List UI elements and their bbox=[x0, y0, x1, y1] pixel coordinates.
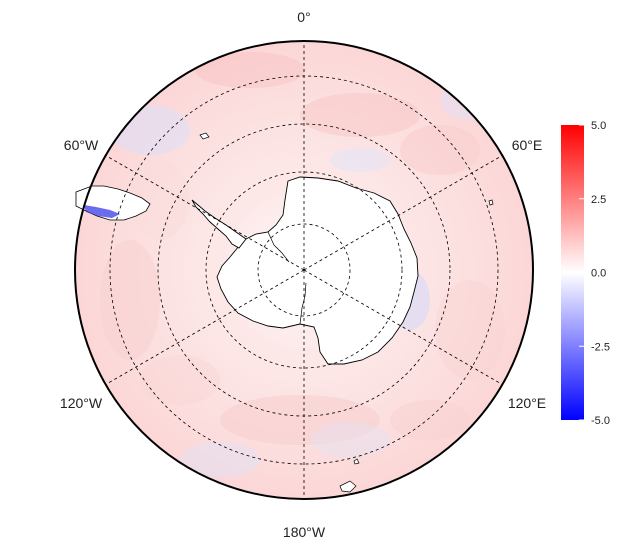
colorbar-tick-label: 0.0 bbox=[591, 268, 606, 280]
anomaly-patch bbox=[100, 240, 160, 360]
anomaly-patch bbox=[300, 93, 420, 137]
anomaly-patch bbox=[330, 148, 390, 172]
longitude-label-120w: 120°W bbox=[60, 395, 103, 411]
latitude-circle bbox=[205, 171, 403, 369]
colorbar-tick-label: -2.5 bbox=[591, 341, 610, 353]
island bbox=[488, 199, 494, 206]
colorbar-tick-label: 2.5 bbox=[591, 194, 606, 206]
anomaly-patch bbox=[140, 355, 220, 405]
anomaly-patch bbox=[390, 400, 470, 440]
ice-shelf-edge bbox=[299, 282, 307, 325]
meridian-line bbox=[303, 155, 503, 271]
anomaly-patch bbox=[180, 442, 260, 478]
antarctic-peninsula bbox=[191, 199, 247, 249]
anomaly-patch bbox=[130, 160, 190, 240]
colorbar-tick-label: 5.0 bbox=[591, 120, 606, 132]
latitude-circle bbox=[257, 223, 351, 317]
map-boundary bbox=[74, 40, 534, 500]
island bbox=[339, 480, 357, 493]
colorbar: 5.0 2.5 0.0 -2.5 -5.0 bbox=[561, 120, 610, 427]
anomaly-patch bbox=[310, 422, 390, 458]
ice-shelf-edge bbox=[267, 231, 290, 263]
longitude-label-180w: 180°W bbox=[283, 524, 326, 540]
longitude-label-60w: 60°W bbox=[64, 137, 99, 153]
south-america-blue-anomaly bbox=[84, 205, 120, 218]
graticule bbox=[105, 41, 503, 499]
island bbox=[199, 132, 210, 140]
island bbox=[353, 458, 360, 465]
longitude-label-60e: 60°E bbox=[512, 137, 543, 153]
colorbar-gradient bbox=[561, 125, 584, 420]
meridian-line bbox=[303, 269, 503, 385]
anomaly-patch bbox=[195, 52, 305, 88]
meridian-line bbox=[105, 269, 305, 385]
meridian-line bbox=[105, 155, 305, 271]
longitude-label-0: 0° bbox=[297, 9, 310, 25]
anomaly-patch bbox=[220, 395, 380, 445]
colorbar-tick-label: -5.0 bbox=[591, 415, 610, 427]
anomaly-patch bbox=[440, 80, 500, 120]
colorbar-ticks: 5.0 2.5 0.0 -2.5 -5.0 bbox=[579, 120, 610, 427]
longitude-label-120e: 120°E bbox=[508, 395, 546, 411]
anomaly-patch bbox=[400, 125, 480, 175]
anomaly-patch bbox=[435, 280, 505, 380]
